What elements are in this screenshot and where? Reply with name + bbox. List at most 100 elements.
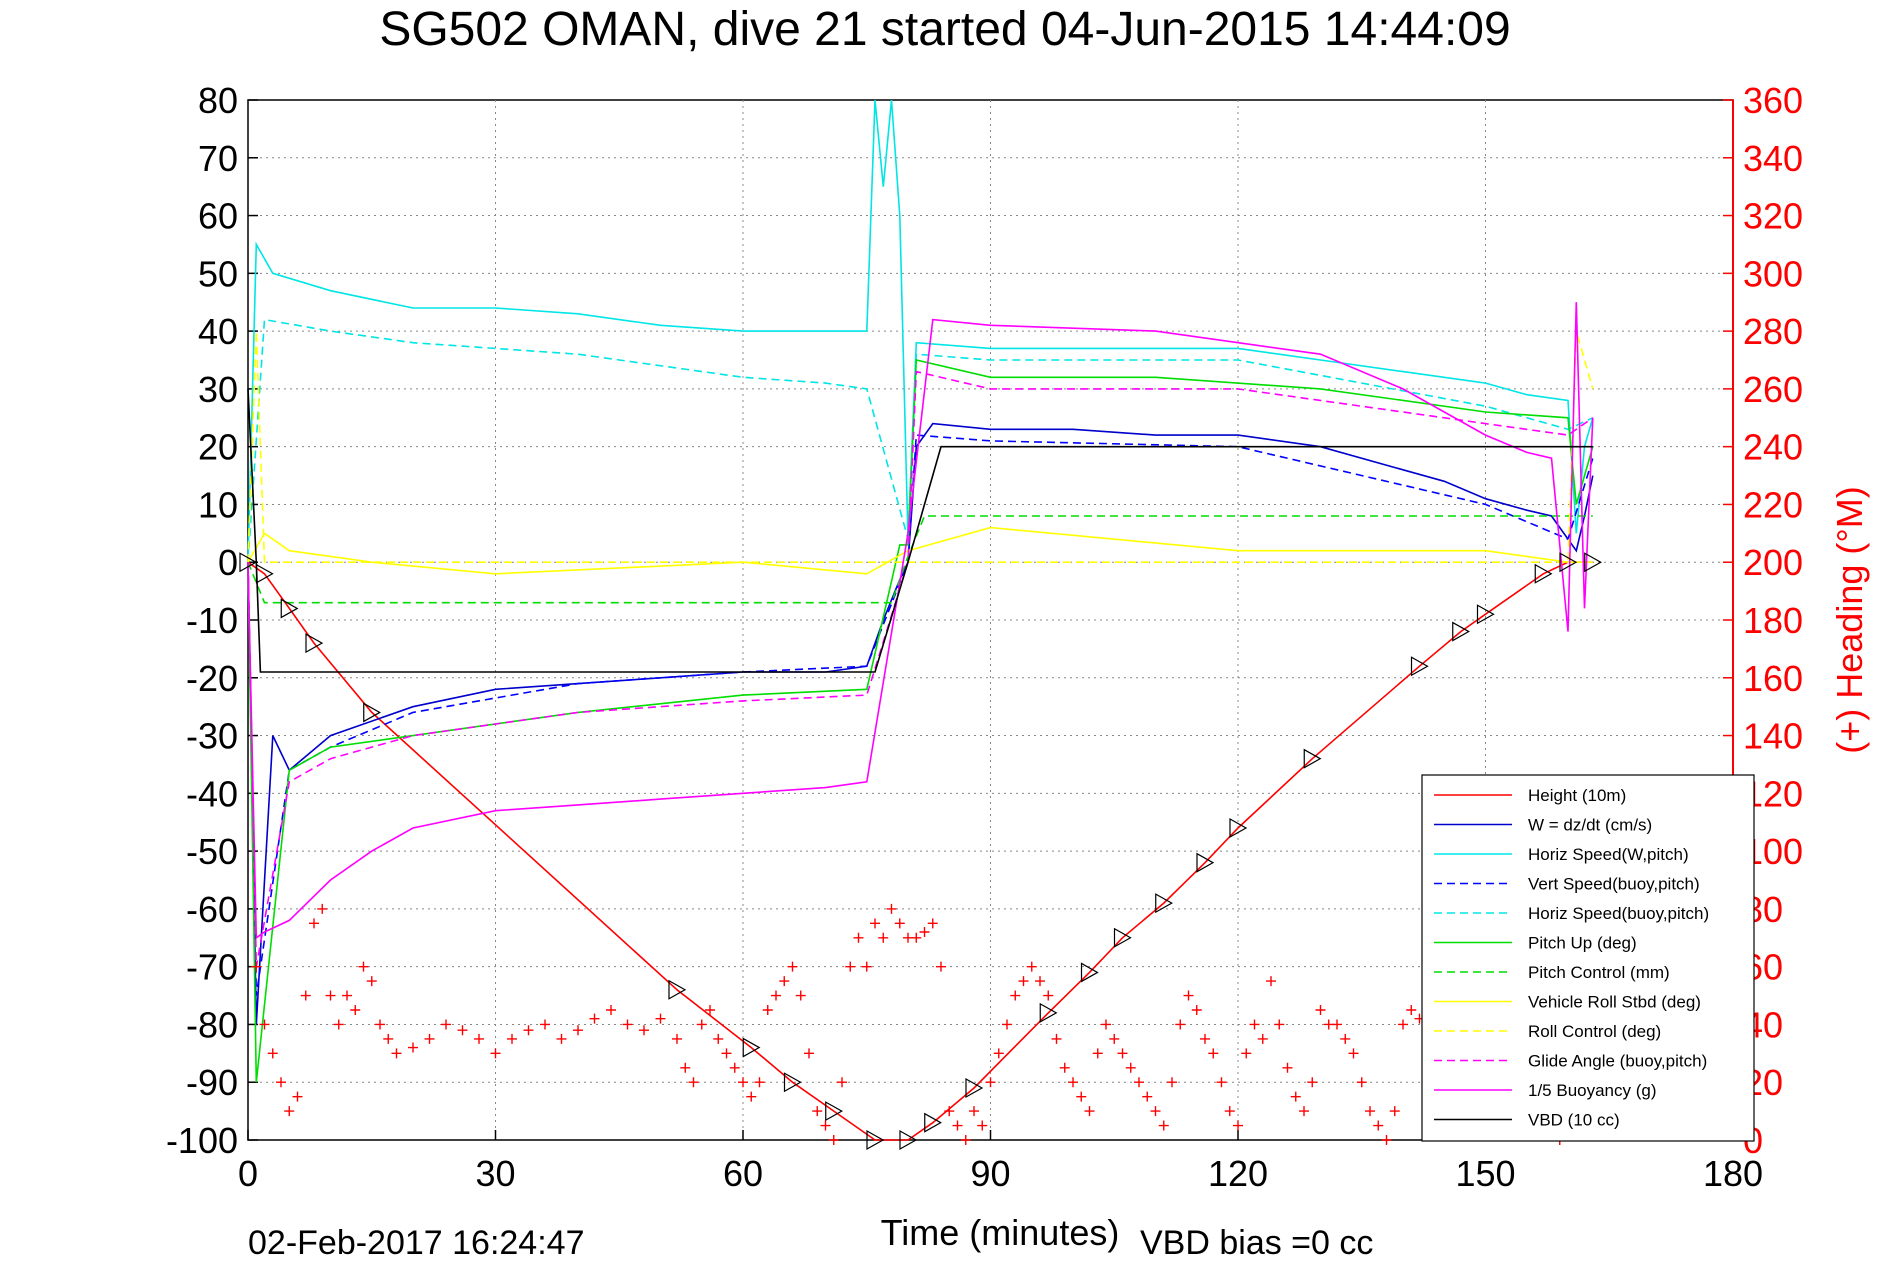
heading-point: [870, 918, 880, 929]
height-marker: [1113, 927, 1132, 948]
y-tick-label: 20: [198, 427, 238, 468]
heading-point: [1307, 1077, 1318, 1088]
height-marker: [924, 1112, 942, 1133]
heading-point: [878, 932, 889, 943]
heading-point: [1233, 1120, 1243, 1131]
heading-point: [845, 961, 856, 972]
left-axis: 80 70 60 50 40 30 20 10 0 -10 -20 -30 -40 -50 -60 -70 -8…: [166, 80, 258, 1161]
heading-point: [383, 1033, 394, 1044]
height-marker: [825, 1101, 843, 1122]
height-marker: [1229, 817, 1248, 839]
heading-point: [688, 1077, 699, 1088]
heading-point: [936, 961, 946, 972]
heading-point: [1208, 1048, 1219, 1059]
y-tick-label: -10: [186, 600, 238, 641]
heading-point: [729, 1062, 740, 1073]
y-right-tick-label: 260: [1743, 369, 1803, 410]
x-tick-label: 30: [475, 1153, 515, 1194]
legend-label: W = dz/dt (cm/s): [1528, 816, 1652, 835]
legend-label: Horiz Speed(W,pitch): [1528, 845, 1689, 864]
heading-point: [919, 927, 930, 937]
heading-point: [655, 1013, 666, 1024]
heading-point: [960, 1135, 971, 1145]
heading-point: [1356, 1077, 1367, 1088]
legend-label: Height (10m): [1528, 786, 1626, 805]
heading-point: [1216, 1077, 1227, 1088]
y-tick-label: 70: [198, 138, 238, 179]
heading-point: [1068, 1077, 1078, 1088]
height-marker: [1039, 1002, 1058, 1023]
heading-point: [457, 1025, 468, 1036]
height-marker: [1303, 748, 1322, 769]
heading-point: [1002, 1019, 1012, 1030]
legend-box: [1421, 774, 1755, 1142]
heading-point: [606, 1005, 616, 1015]
height-marker: [668, 979, 687, 1000]
heading-point: [1092, 1048, 1103, 1059]
series-line-8: [247, 330, 1594, 564]
heading-point: [1142, 1091, 1153, 1102]
y-tick-label: 0: [218, 542, 238, 583]
heading-point: [969, 1106, 979, 1117]
y-tick-label: -60: [186, 889, 238, 930]
heading-point: [680, 1062, 691, 1073]
heading-point: [1026, 961, 1037, 972]
y-tick-label: 10: [198, 484, 238, 525]
series-line-0: [247, 561, 1593, 1141]
heading-point: [1257, 1033, 1268, 1044]
y-right-tick-label: 360: [1743, 80, 1803, 121]
height-marker: [1410, 656, 1429, 677]
y-tick-label: -90: [186, 1062, 238, 1103]
heading-point: [424, 1033, 435, 1044]
y-tick-label: 50: [198, 253, 238, 294]
heading-point: [1274, 1019, 1285, 1030]
heading-point: [853, 932, 864, 943]
heading-point: [1241, 1048, 1252, 1059]
heading-point: [1043, 990, 1054, 1001]
chart-title: SG502 OMAN, dive 21 started 04-Jun-2015 …: [379, 3, 1510, 56]
heading-point: [738, 1077, 748, 1088]
heading-point: [762, 1005, 773, 1015]
y-right-tick-label: 280: [1743, 311, 1803, 352]
heading-point: [952, 1120, 963, 1131]
heading-point: [317, 903, 328, 914]
height-marker: [1080, 962, 1099, 983]
heading-point: [325, 990, 336, 1001]
heading-point: [1117, 1048, 1128, 1059]
heading-point: [705, 1005, 715, 1015]
heading-point: [985, 1077, 996, 1088]
heading-point: [1059, 1062, 1070, 1073]
heading-point: [1084, 1106, 1095, 1117]
heading-point: [276, 1077, 286, 1088]
heading-point: [333, 1019, 344, 1030]
height-marker: [363, 702, 381, 723]
height-marker: [1155, 893, 1173, 914]
heading-point: [1373, 1120, 1384, 1131]
height-marker: [255, 563, 274, 584]
heading-point: [1381, 1135, 1392, 1145]
heading-point: [639, 1025, 649, 1036]
heading-point: [1200, 1033, 1210, 1044]
x-tick-label: 60: [723, 1153, 763, 1194]
heading-point: [944, 1106, 955, 1117]
heading-point: [1076, 1091, 1087, 1102]
heading-point: [622, 1019, 633, 1030]
y-right-tick-label: 180: [1743, 600, 1803, 641]
heading-point: [350, 1005, 361, 1015]
y-right-tick-label: 340: [1743, 138, 1803, 179]
heading-point: [754, 1077, 765, 1088]
heading-point: [1406, 1005, 1417, 1015]
series-line-11: [247, 388, 1593, 673]
y-tick-label: 40: [198, 311, 238, 352]
heading-point: [267, 1048, 278, 1059]
height-marker: [965, 1077, 984, 1099]
heading-point: [1167, 1077, 1177, 1088]
heading-point: [1398, 1019, 1408, 1030]
footer-date: 02-Feb-2017 16:24:47: [248, 1224, 584, 1262]
heading-point: [812, 1106, 823, 1117]
heading-point: [507, 1033, 517, 1044]
y-tick-label: -100: [166, 1120, 238, 1161]
series-layer: [239, 99, 1602, 1151]
y-tick-label: -80: [186, 1004, 238, 1045]
legend-label: Roll Control (deg): [1528, 1022, 1661, 1041]
